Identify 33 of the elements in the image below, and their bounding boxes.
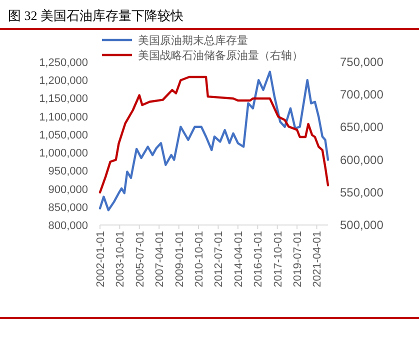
- x-tick-label: 2017-10-01: [272, 231, 284, 288]
- y-tick-label: 1,200,000: [39, 75, 88, 88]
- x-tick-label: 2002-01-01: [95, 231, 107, 288]
- legend-label: 美国战略石油储备原油量（右轴）: [138, 49, 303, 62]
- y-tick-label: 800,000: [48, 220, 88, 232]
- x-tick-label: 2005-07-01: [134, 231, 146, 288]
- y-tick-label: 1,000,000: [39, 148, 88, 160]
- y-tick-label: 1,050,000: [39, 129, 88, 142]
- line-series: [98, 76, 330, 194]
- line-series: [98, 70, 330, 212]
- y2-tick-label: 650,000: [340, 120, 384, 134]
- x-tick-label: 2021-04-01: [312, 231, 324, 288]
- y2-tick-label: 750,000: [340, 55, 384, 69]
- y-tick-label: 1,150,000: [39, 93, 88, 106]
- x-tick-label: 2009-01-01: [174, 231, 186, 288]
- x-tick-label: 2010-10-01: [194, 231, 206, 288]
- y-tick-label: 1,100,000: [39, 111, 88, 124]
- y-tick-label: 900,000: [48, 184, 88, 196]
- x-tick-label: 2003-10-01: [114, 231, 127, 288]
- x-tick-label: 2012-07-01: [213, 231, 226, 288]
- x-tick-label: 2014-04-01: [232, 231, 245, 288]
- x-tick-label: 2016-01-01: [252, 231, 265, 288]
- y-tick-label: 850,000: [48, 202, 88, 214]
- chart-title: 图 32 美国石油库存量下降较快: [8, 8, 184, 23]
- y-tick-label: 950,000: [48, 166, 88, 178]
- legend-label: 美国原油期末总库存量: [138, 34, 248, 47]
- y2-tick-label: 500,000: [340, 218, 384, 232]
- x-tick-label: 2007-04-01: [154, 231, 166, 288]
- y2-tick-label: 600,000: [340, 152, 384, 167]
- x-tick-label: 2019-07-01: [292, 231, 304, 288]
- y2-tick-label: 700,000: [340, 88, 384, 102]
- y2-tick-label: 550,000: [340, 185, 384, 200]
- y-tick-label: 1,250,000: [39, 57, 88, 69]
